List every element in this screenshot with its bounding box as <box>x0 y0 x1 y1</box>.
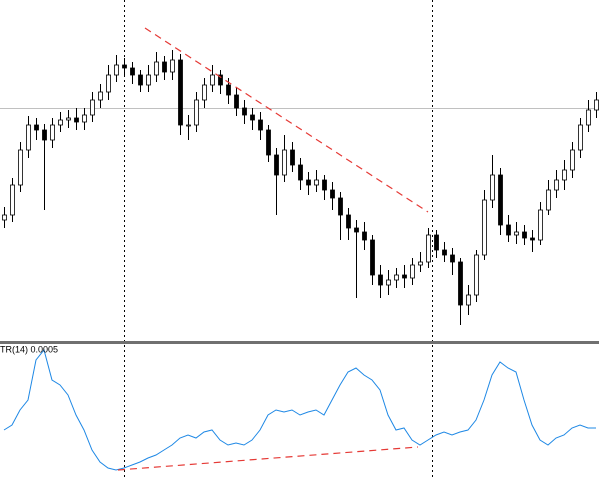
candle-body <box>146 74 151 86</box>
candle-body <box>594 99 599 111</box>
trend-line <box>144 27 429 213</box>
candle-body <box>58 119 63 126</box>
panel-separator <box>0 341 599 344</box>
candle-body <box>114 64 119 76</box>
candle-body <box>306 179 311 186</box>
indicator-line <box>3 348 596 471</box>
candle-body <box>50 124 55 141</box>
candle-body <box>498 174 503 226</box>
indicator-title: TR(14) 0.0005 <box>0 344 58 354</box>
candle-body <box>530 237 535 241</box>
candle-body <box>314 179 319 186</box>
candle-body <box>554 179 559 191</box>
candle-body <box>410 264 415 279</box>
candle-body <box>586 109 591 126</box>
candle-body <box>570 149 575 171</box>
candle-body <box>130 67 135 76</box>
candle-body <box>426 234 431 263</box>
candle-body <box>322 179 327 191</box>
candle-body <box>98 91 103 101</box>
candle-body <box>522 231 527 239</box>
candle-body <box>2 214 7 221</box>
candle-body <box>266 129 271 156</box>
candle-body <box>330 189 335 199</box>
candle-body <box>26 124 31 151</box>
candle-body <box>538 209 543 241</box>
candle-body <box>474 254 479 296</box>
candle-body <box>210 74 215 86</box>
candle-body <box>186 124 191 127</box>
candle-body <box>418 261 423 266</box>
candle-body <box>450 254 455 263</box>
candle-body <box>290 149 295 166</box>
candle-body <box>370 239 375 276</box>
candle-body <box>514 231 519 236</box>
candle-body <box>346 214 351 229</box>
candle-body <box>42 129 47 141</box>
candle-body <box>482 199 487 256</box>
candle-body <box>34 124 39 131</box>
candle-body <box>194 99 199 126</box>
candle-body <box>74 117 79 123</box>
candle-body <box>274 154 279 176</box>
candle-body <box>170 59 175 73</box>
candle-body <box>354 227 359 233</box>
candle-body <box>338 197 343 216</box>
candle-body <box>18 149 23 186</box>
candle-body <box>466 294 471 306</box>
candle-body <box>434 234 439 251</box>
candle-body <box>162 61 167 73</box>
candle-body <box>562 169 567 181</box>
candle-body <box>154 61 159 76</box>
candle-body <box>66 117 71 121</box>
candle-body <box>362 231 367 241</box>
candle-body <box>122 64 127 69</box>
candle-body <box>402 274 407 279</box>
candle-body <box>202 84 207 101</box>
candle-body <box>250 114 255 121</box>
candle-body <box>218 74 223 86</box>
candle-body <box>442 249 447 256</box>
candle-body <box>138 74 143 86</box>
candle-body <box>490 174 495 201</box>
candle-body <box>298 164 303 181</box>
candle-body <box>386 279 391 286</box>
candle-body <box>226 84 231 96</box>
marks <box>2 50 599 471</box>
candle-body <box>506 224 511 236</box>
candle-body <box>394 274 399 281</box>
candle-body <box>90 99 95 116</box>
candle-body <box>106 74 111 93</box>
candle-body <box>242 107 247 116</box>
candle-body <box>458 261 463 306</box>
candle-body <box>234 94 239 109</box>
candle-body <box>378 274 383 286</box>
candle-body <box>10 184 15 216</box>
candle-body <box>258 119 263 131</box>
candle-body <box>282 149 287 176</box>
candle-body <box>546 189 551 211</box>
trend-line <box>117 446 419 471</box>
candle-body <box>82 114 87 123</box>
candle-body <box>178 59 183 126</box>
candle-body <box>578 124 583 151</box>
